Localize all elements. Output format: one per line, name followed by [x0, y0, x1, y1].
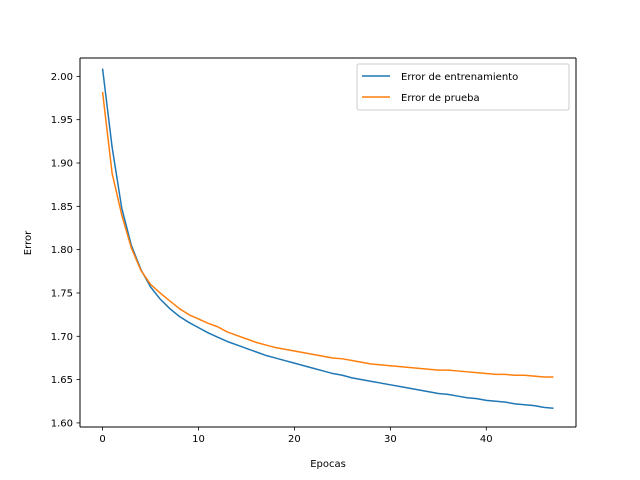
y-tick-label: 1.90 — [51, 159, 73, 170]
y-tick-label: 1.95 — [51, 115, 73, 126]
plot-area — [80, 58, 576, 427]
series-layer — [101, 68, 554, 409]
y-tick-label: 1.65 — [51, 375, 73, 386]
x-tick-label: 40 — [480, 434, 493, 445]
series-line-test — [101, 91, 554, 378]
y-tick-label: 1.75 — [51, 288, 73, 299]
x-tick-label: 0 — [99, 434, 105, 445]
x-tick-label: 20 — [288, 434, 301, 445]
x-tick-label: 10 — [192, 434, 205, 445]
plot-frame — [79, 57, 577, 428]
legend: Error de entrenamiento Error de prueba — [356, 63, 570, 111]
y-tick-label: 1.60 — [51, 418, 73, 429]
legend-label-train: Error de entrenamiento — [401, 72, 518, 83]
series-line-train — [101, 68, 554, 409]
x-tick-label: 30 — [384, 434, 397, 445]
y-tick-label: 1.85 — [51, 202, 73, 213]
y-tick-label: 1.70 — [51, 332, 73, 343]
y-tick-label: 1.80 — [51, 245, 73, 256]
ticks-layer: 0 10 20 30 40 1.60 1.65 1.70 1.75 1.80 1.85 1.90 1.9… — [51, 72, 493, 445]
y-axis-label: Error — [23, 230, 34, 255]
x-axis-label: Epocas — [310, 459, 346, 470]
legend-box — [356, 63, 570, 111]
y-tick-label: 2.00 — [51, 72, 73, 83]
legend-label-test: Error de prueba — [401, 93, 480, 104]
